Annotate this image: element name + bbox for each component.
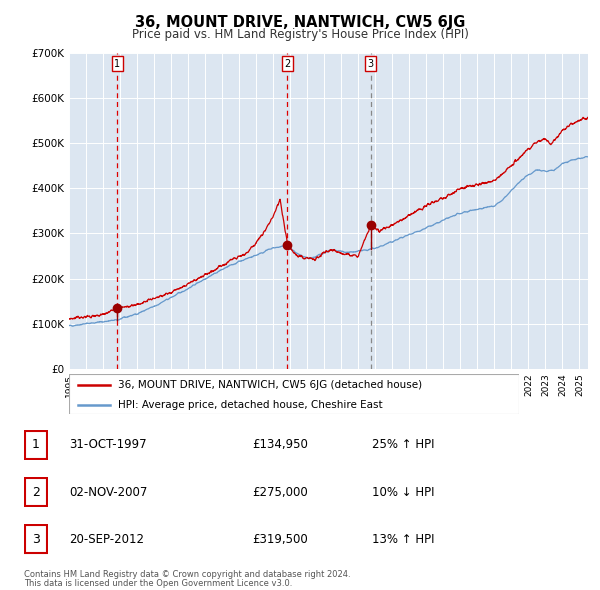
Text: 10% ↓ HPI: 10% ↓ HPI	[372, 486, 434, 499]
Text: 3: 3	[32, 533, 40, 546]
Text: £134,950: £134,950	[252, 438, 308, 451]
Text: Contains HM Land Registry data © Crown copyright and database right 2024.: Contains HM Land Registry data © Crown c…	[24, 571, 350, 579]
Text: 2: 2	[32, 486, 40, 499]
Text: 02-NOV-2007: 02-NOV-2007	[69, 486, 148, 499]
Text: Price paid vs. HM Land Registry's House Price Index (HPI): Price paid vs. HM Land Registry's House …	[131, 28, 469, 41]
FancyBboxPatch shape	[25, 478, 47, 506]
Text: 1: 1	[114, 59, 120, 69]
Text: 25% ↑ HPI: 25% ↑ HPI	[372, 438, 434, 451]
Text: 36, MOUNT DRIVE, NANTWICH, CW5 6JG (detached house): 36, MOUNT DRIVE, NANTWICH, CW5 6JG (deta…	[119, 381, 422, 391]
Text: 1: 1	[32, 438, 40, 451]
Text: HPI: Average price, detached house, Cheshire East: HPI: Average price, detached house, Ches…	[119, 401, 383, 411]
Text: 2: 2	[284, 59, 290, 69]
Text: 20-SEP-2012: 20-SEP-2012	[69, 533, 144, 546]
Text: 13% ↑ HPI: 13% ↑ HPI	[372, 533, 434, 546]
Text: This data is licensed under the Open Government Licence v3.0.: This data is licensed under the Open Gov…	[24, 579, 292, 588]
Text: £319,500: £319,500	[252, 533, 308, 546]
Text: 36, MOUNT DRIVE, NANTWICH, CW5 6JG: 36, MOUNT DRIVE, NANTWICH, CW5 6JG	[135, 15, 465, 30]
Text: £275,000: £275,000	[252, 486, 308, 499]
FancyBboxPatch shape	[25, 431, 47, 458]
FancyBboxPatch shape	[25, 526, 47, 553]
Text: 3: 3	[367, 59, 374, 69]
Text: 31-OCT-1997: 31-OCT-1997	[69, 438, 146, 451]
